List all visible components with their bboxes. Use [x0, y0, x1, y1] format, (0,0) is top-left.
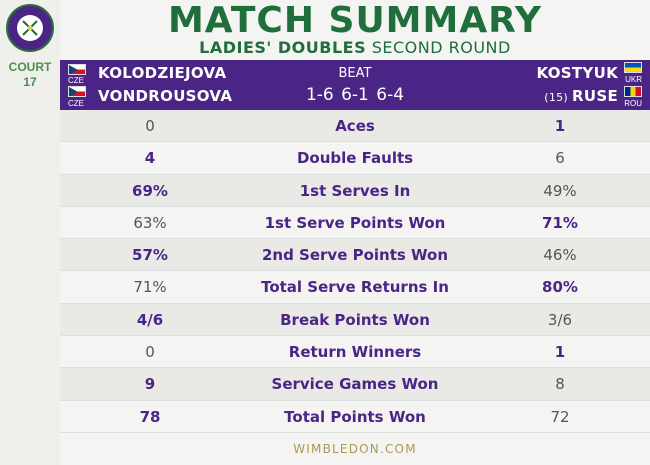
- stat-left-value: 78: [139, 407, 161, 426]
- stat-right-value: 49%: [543, 181, 577, 200]
- stat-left-value: 4: [144, 149, 156, 168]
- stat-label: Double Faults: [296, 149, 414, 168]
- stat-right-value: 3/6: [547, 310, 573, 329]
- page-title: MATCH SUMMARY: [167, 0, 543, 41]
- stat-right-value: 1: [554, 343, 566, 362]
- stat-row: 4 Double Faults 6: [60, 142, 650, 175]
- round-name: SECOND ROUND: [371, 38, 511, 57]
- player-name-left-2: VONDROUSOVA: [98, 87, 233, 105]
- result-word: BEAT: [338, 66, 372, 81]
- stat-left-value: 63%: [133, 213, 167, 232]
- stat-row: 78 Total Points Won 72: [60, 401, 650, 433]
- stat-row: 71% Total Serve Returns In 80%: [60, 271, 650, 304]
- stat-right-value: 80%: [542, 278, 578, 297]
- stat-right-value: 71%: [542, 213, 578, 232]
- stat-right-value: 6: [555, 149, 565, 168]
- stat-row: 63% 1st Serve Points Won 71%: [60, 207, 650, 240]
- stat-label: 2nd Serve Points Won: [261, 246, 449, 265]
- stat-row: 9 Service Games Won 8: [60, 368, 650, 401]
- event-name: LADIES' DOUBLES: [199, 38, 367, 57]
- stat-label: Total Points Won: [284, 407, 426, 426]
- player-name-left-1: KOLODZIEJOVA: [98, 64, 227, 82]
- country-code: UKR: [625, 75, 642, 84]
- country-code: CZE: [68, 99, 84, 108]
- page-subtitle: LADIES' DOUBLES SECOND ROUND: [60, 38, 650, 57]
- footer-link[interactable]: WIMBLEDON.COM: [293, 442, 417, 456]
- stat-label: Aces: [335, 117, 375, 135]
- flag-cze-icon: [68, 64, 86, 75]
- country-code: ROU: [624, 99, 642, 108]
- stat-row: 69% 1st Serves In 49%: [60, 174, 650, 207]
- player-name-right-1: KOSTYUK: [536, 64, 618, 82]
- seed-badge: (15): [544, 91, 569, 104]
- stats-table: 0 Aces 1 4 Double Faults 6 69% 1st Serves In 4…: [60, 110, 650, 433]
- player-name: RUSE: [572, 87, 618, 105]
- country-code: CZE: [68, 76, 84, 85]
- stat-left-value: 4/6: [136, 310, 164, 329]
- stat-right-value: 8: [555, 375, 565, 394]
- stat-row: 0 Return Winners 1: [60, 336, 650, 369]
- stat-row: 57% 2nd Serve Points Won 46%: [60, 239, 650, 272]
- flag-cze-icon: [68, 86, 86, 97]
- side-panel: COURT 17: [0, 0, 60, 465]
- flag-ukr-icon: [624, 62, 642, 73]
- court-number: 17: [23, 75, 37, 89]
- court-label: COURT 17: [0, 60, 60, 90]
- stat-left-value: 9: [144, 375, 156, 394]
- wimbledon-logo-icon: [6, 4, 54, 52]
- stat-left-value: 57%: [132, 246, 168, 265]
- player-name-right-2: (15) RUSE: [544, 87, 618, 105]
- stat-label: 1st Serve Points Won: [264, 213, 446, 232]
- stat-label: 1st Serves In: [299, 181, 411, 200]
- stat-left-value: 0: [145, 117, 155, 135]
- stat-label: Service Games Won: [271, 375, 439, 394]
- court-line1: COURT: [8, 60, 52, 74]
- stat-right-value: 1: [554, 117, 566, 135]
- stat-right-value: 72: [550, 407, 570, 426]
- stat-left-value: 71%: [133, 278, 167, 297]
- match-score: 1-6 6-1 6-4: [305, 85, 405, 105]
- stat-label: Break Points Won: [280, 310, 430, 329]
- stat-right-value: 46%: [543, 246, 577, 265]
- stat-label: Return Winners: [288, 343, 422, 362]
- stat-row: 4/6 Break Points Won 3/6: [60, 303, 650, 337]
- players-header: CZE KOLODZIEJOVA CZE VONDROUSOVA BEAT 1-…: [60, 60, 650, 110]
- flag-rou-icon: [624, 86, 642, 97]
- stat-left-value: 69%: [132, 181, 168, 200]
- stat-label: Total Serve Returns In: [261, 278, 449, 297]
- stat-row: 0 Aces 1: [60, 110, 650, 143]
- stat-left-value: 0: [145, 343, 155, 362]
